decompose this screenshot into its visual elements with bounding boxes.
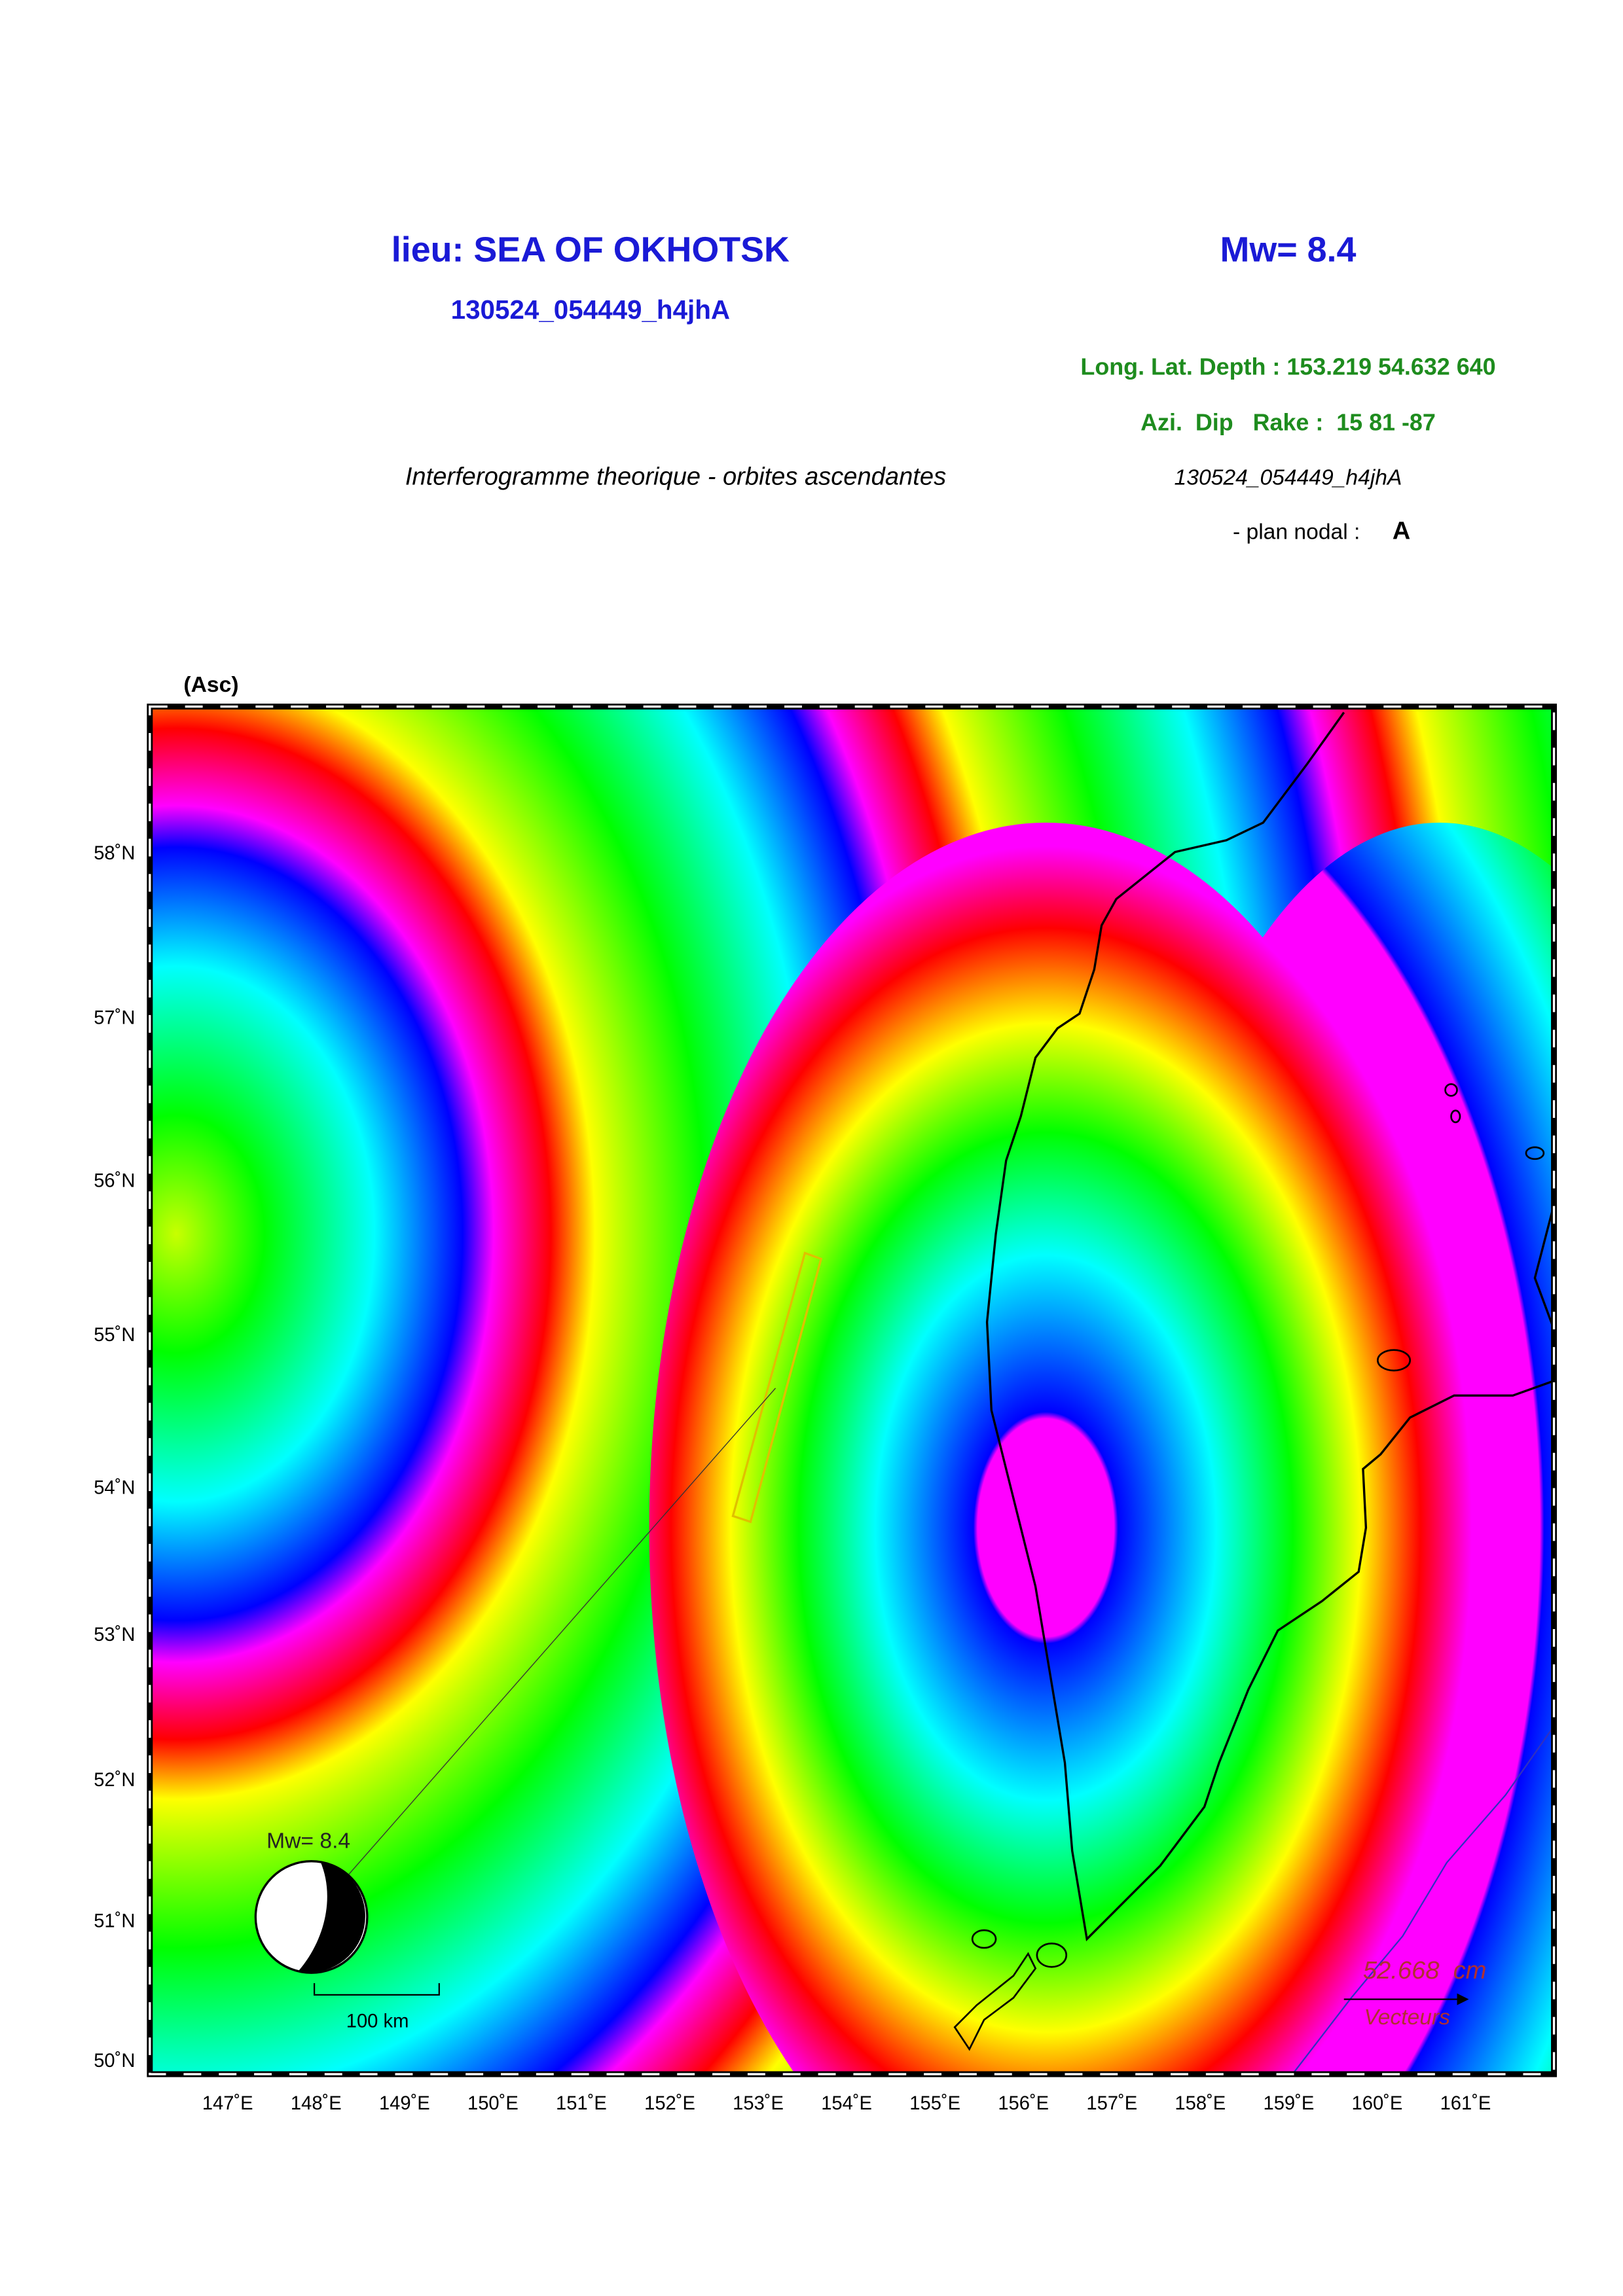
lat-label: 57˚N [94,1007,135,1028]
scale-bar [313,1982,440,1996]
island [953,1952,1037,2051]
lon-label: 160˚E [1352,2093,1403,2114]
lon-label: 158˚E [1175,2093,1226,2114]
island [1376,1349,1412,1372]
fringes-right-outer [1116,823,1554,2075]
lon-label: 161˚E [1440,2093,1491,2114]
coastline [985,711,1554,1942]
axis-labels: 58˚N 57˚N 56˚N 55˚N 54˚N 53˚N 52˚N 51˚N 50˚N 147˚… [94,843,1491,2114]
location-title: lieu: SEA OF OKHOTSK [392,230,790,269]
lon-label: 152˚E [644,2093,695,2114]
magnitude-title: Mw= 8.4 [1220,230,1357,269]
map-frame-dash [149,705,1556,2075]
nodal-plane-label: - plan nodal : [1233,520,1360,545]
beachball-compressional [298,1861,365,1973]
lat-label: 58˚N [94,843,135,864]
vector-arrowhead [1457,1993,1469,2005]
fault-plane [731,1251,823,1524]
lat-label: 51˚N [94,1911,135,1932]
island [1525,1146,1545,1160]
island [1444,1083,1458,1097]
vector-length: 52.668 cm [1363,1956,1487,1984]
lat-label: 56˚N [94,1170,135,1191]
subtitle: Interferogramme theorique - orbites asce… [405,463,946,491]
lon-label: 147˚E [202,2093,253,2114]
scale-label: 100 km [346,2011,409,2032]
lon-label: 149˚E [379,2093,430,2114]
island [1450,1109,1461,1124]
island [971,1929,997,1949]
event-id-2: 130524_054449_h4jhA [1175,466,1402,490]
lon-label: 155˚E [909,2093,960,2114]
trench [1292,1725,1554,2075]
lon-label: 150˚E [467,2093,519,2114]
lon-label: 159˚E [1263,2093,1314,2114]
lat-label: 52˚N [94,1770,135,1791]
leader-line [311,1388,776,1918]
lon-label: 148˚E [291,2093,342,2114]
lon-label: 157˚E [1086,2093,1137,2114]
lat-label: 50˚N [94,2051,135,2072]
vector-label: Vecteurs [1364,2005,1450,2030]
lon-label: 156˚E [998,2093,1049,2114]
lon-label: 153˚E [733,2093,784,2114]
interferogram [149,706,1554,2075]
lon-label: 151˚E [556,2093,607,2114]
event-id: 130524_054449_h4jhA [451,295,730,325]
lat-label: 53˚N [94,1624,135,1645]
mechanism: Azi. Dip Rake : 15 81 -87 [1140,410,1436,436]
lat-label: 54˚N [94,1478,135,1499]
panel-label: (Asc) [183,673,238,697]
island [1036,1942,1068,1968]
position: Long. Lat. Depth : 153.219 54.632 640 [1080,353,1495,380]
lon-label: 154˚E [821,2093,872,2114]
coastline [1533,1204,1554,1330]
beachball-label: Mw= 8.4 [266,1829,350,1853]
lat-label: 55˚N [94,1325,135,1346]
nodal-plane: A [1393,517,1411,545]
